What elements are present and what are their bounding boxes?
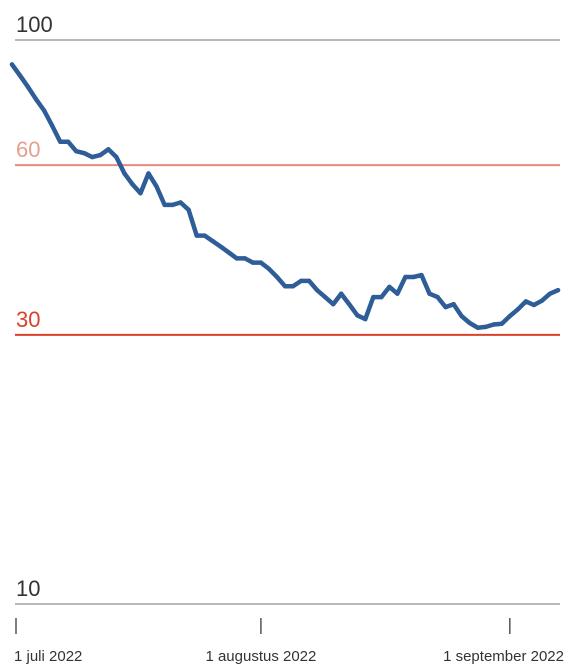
data-point <box>266 266 272 271</box>
y-tick-label-100: 100 <box>16 12 53 37</box>
data-point <box>218 244 223 249</box>
data-point <box>226 250 231 255</box>
data-point <box>234 256 239 261</box>
data-point <box>427 291 432 296</box>
data-point <box>194 233 199 238</box>
data-point <box>298 278 304 284</box>
data-point <box>371 294 376 300</box>
y-tick-label-30: 30 <box>16 307 40 332</box>
data-point <box>339 291 344 296</box>
data-point <box>98 152 103 158</box>
data-point <box>41 108 47 113</box>
data-point <box>459 313 464 319</box>
data-point <box>49 123 55 128</box>
data-point <box>82 151 87 156</box>
data-point <box>186 207 191 212</box>
data-point <box>331 302 336 307</box>
data-point <box>419 272 424 278</box>
data-point <box>531 302 537 308</box>
data-point <box>122 171 127 176</box>
data-point <box>363 316 368 322</box>
data-point <box>306 278 312 284</box>
y-tick-label-10: 10 <box>16 576 40 601</box>
data-point <box>443 304 448 310</box>
data-point <box>347 302 352 307</box>
data-point <box>74 149 79 154</box>
data-point <box>162 202 167 208</box>
data-point <box>403 274 408 280</box>
reference-lines: 100 60 30 10 <box>15 12 560 601</box>
data-point <box>274 274 280 280</box>
series-layer <box>9 62 561 330</box>
data-point <box>154 184 159 189</box>
data-point <box>499 321 504 326</box>
data-point <box>178 200 183 205</box>
data-point <box>170 202 175 208</box>
data-point <box>322 294 328 300</box>
data-point <box>258 260 264 265</box>
data-point <box>387 284 392 290</box>
data-point <box>491 322 496 327</box>
data-point <box>130 182 135 187</box>
data-point <box>33 97 39 102</box>
y-tick-label-60: 60 <box>16 137 40 162</box>
data-point <box>146 171 151 176</box>
data-point <box>25 84 31 90</box>
data-point <box>475 325 480 330</box>
data-point <box>290 284 296 289</box>
data-point <box>523 299 529 304</box>
data-point <box>451 302 456 307</box>
data-point <box>379 294 384 300</box>
x-tick-label: 1 augustus 2022 <box>205 648 316 665</box>
data-point <box>555 288 561 293</box>
data-point <box>515 307 521 312</box>
data-point <box>210 238 215 244</box>
data-point <box>58 139 63 144</box>
data-point <box>282 284 288 289</box>
data-point <box>507 313 512 319</box>
data-point <box>66 139 71 144</box>
data-point <box>114 154 119 160</box>
data-point <box>202 233 207 238</box>
data-point <box>467 320 472 326</box>
data-point <box>355 313 360 318</box>
data-point <box>242 256 248 261</box>
data-point <box>411 274 416 280</box>
data-point <box>539 298 545 303</box>
data-point <box>547 291 553 296</box>
data-point <box>395 291 400 296</box>
data-point <box>9 62 15 67</box>
x-ticks: 1 juli 2022 1 augustus 2022 1 september 20… <box>14 618 564 665</box>
x-tick-label: 1 september 2022 <box>443 648 564 665</box>
data-point <box>435 294 440 300</box>
data-point <box>250 260 256 265</box>
data-point <box>106 147 111 152</box>
data-point <box>17 73 23 78</box>
data-point <box>483 324 488 330</box>
data-point <box>138 191 143 196</box>
x-tick-label: 1 juli 2022 <box>14 648 82 665</box>
data-point <box>90 154 95 160</box>
data-point <box>314 288 320 293</box>
